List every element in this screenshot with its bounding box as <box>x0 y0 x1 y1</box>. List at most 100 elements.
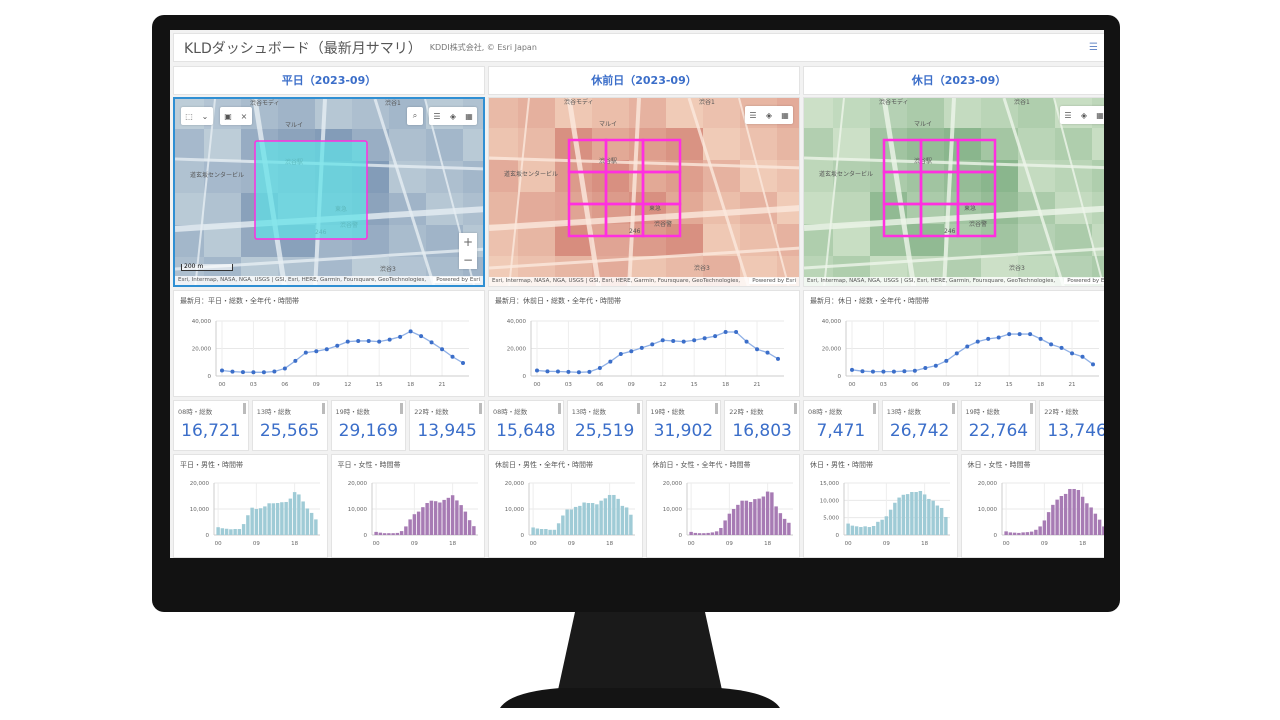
bar <box>756 498 761 535</box>
legend-icon[interactable]: ☰ <box>749 110 757 120</box>
map-view[interactable]: 渋谷モディ渋谷1マルイ渋谷駅東急渋谷3渋谷警道玄坂センタービル246⬚⌄▣×⌕☰… <box>173 97 485 287</box>
map-label: 渋谷3 <box>1009 264 1025 272</box>
map-grid-cell <box>777 224 799 256</box>
scrollbar[interactable] <box>242 403 246 414</box>
page-title: KLDダッシュボード（最新月サマリ） <box>184 40 422 57</box>
select-toolbar: ⬚ ⌄ <box>181 107 213 125</box>
column-0: 平日（2023-09） 渋谷モディ渋谷1マルイ渋谷駅東急渋谷3渋谷警道玄坂センター… <box>173 66 485 558</box>
data-point <box>408 329 413 334</box>
map-label: 渋谷3 <box>694 264 710 272</box>
basemap-icon[interactable]: ▦ <box>781 110 789 120</box>
tab-title[interactable]: 休前日（2023-09） <box>488 66 800 95</box>
map-label: 246 <box>944 228 956 235</box>
chevron-down-icon[interactable]: ⌄ <box>201 111 209 121</box>
bar <box>927 498 931 535</box>
bar <box>1054 499 1059 535</box>
tab-title[interactable]: 休日（2023-09） <box>803 66 1104 95</box>
basemap-icon[interactable]: ▦ <box>1096 110 1104 120</box>
line-chart-panel: 最新月：休前日・総数・全年代・時間帯 0 20,000 40,000 00 03 06 09 1… <box>488 290 800 397</box>
legend-icon[interactable]: ☰ <box>433 111 441 121</box>
data-point <box>881 369 886 374</box>
x-tick-label: 00 <box>215 541 222 547</box>
scrollbar[interactable] <box>400 403 404 414</box>
map-grid-cell <box>833 98 870 128</box>
kpi-label: 13時・総数 <box>256 408 292 416</box>
attribution-text: Esri, Intermap, NASA, NGA, USGS | GSI, E… <box>178 277 427 283</box>
kpi-card: 19時・総数 31,902 <box>645 400 722 451</box>
map-grid-cell <box>1092 128 1104 160</box>
bar <box>752 499 757 535</box>
scrollbar[interactable] <box>557 403 561 414</box>
bar <box>441 499 446 535</box>
bar <box>748 501 752 535</box>
kpi-value: 26,742 <box>889 421 950 441</box>
x-tick-label: 18 <box>606 541 613 547</box>
close-icon[interactable]: × <box>240 111 248 121</box>
bar <box>599 500 603 535</box>
scrollbar[interactable] <box>794 403 797 414</box>
scrollbar[interactable] <box>1030 403 1034 414</box>
layers-icon[interactable]: ◈ <box>765 110 773 120</box>
kpi-value: 29,169 <box>338 421 399 441</box>
data-point <box>933 363 938 368</box>
scrollbar[interactable] <box>872 403 876 414</box>
line-chart: 0 20,000 40,000 00 03 06 09 12 15 18 21 <box>507 319 784 388</box>
bar <box>624 507 629 535</box>
basemap-icon[interactable]: ▦ <box>465 111 473 121</box>
clear-selection-icon[interactable]: ▣ <box>224 111 232 121</box>
map-attribution: Esri, Intermap, NASA, NGA, USGS | GSI, E… <box>804 277 1104 286</box>
kpi-label: 08時・総数 <box>808 408 843 416</box>
data-point <box>986 336 991 341</box>
data-point <box>293 358 298 363</box>
tab-title[interactable]: 平日（2023-09） <box>173 66 485 95</box>
bar <box>395 532 399 535</box>
hamburger-icon[interactable]: ☰ <box>1089 42 1098 53</box>
bar <box>446 497 450 535</box>
zoom-in-button[interactable]: + <box>462 235 474 249</box>
bar <box>765 491 769 535</box>
search-icon[interactable]: ⌕ <box>412 111 418 120</box>
x-tick-label: 12 <box>344 382 351 388</box>
kpi-label: 08時・総数 <box>493 408 528 416</box>
scrollbar[interactable] <box>715 403 719 414</box>
series-line <box>851 333 1094 373</box>
x-tick-label: 00 <box>849 382 856 388</box>
zoom-out-button[interactable]: − <box>462 253 474 267</box>
bar <box>1025 532 1029 535</box>
data-point <box>1017 332 1022 337</box>
bar <box>314 519 318 535</box>
bar <box>739 500 744 535</box>
map-grid-cell <box>489 192 518 224</box>
data-point <box>734 330 739 334</box>
kpi-label: 13時・総数 <box>886 408 922 416</box>
data-point <box>608 359 613 364</box>
select-rect-icon[interactable]: ⬚ <box>185 111 193 121</box>
scrollbar[interactable] <box>636 403 640 414</box>
bar <box>458 505 463 535</box>
map-grid-cell <box>804 128 833 160</box>
scrollbar[interactable] <box>321 403 325 414</box>
bar <box>595 504 599 535</box>
data-point <box>965 344 970 349</box>
layers-icon[interactable]: ◈ <box>1080 110 1088 120</box>
scrollbar[interactable] <box>951 403 955 414</box>
y-tick-label: 0 <box>993 533 997 539</box>
map-grid-cell <box>804 192 833 224</box>
powered-by-esri: Powered by Esri <box>749 278 796 284</box>
map-view[interactable]: 渋谷モディ 渋谷1 マルイ 渋谷駅 東急 渋谷3 渋谷警 道玄坂センタービル 246 ☰ ◈ ▦ Esr… <box>488 97 800 287</box>
legend-icon[interactable]: ☰ <box>1064 110 1072 120</box>
scale-bar: 200 m <box>181 264 233 271</box>
scrollbar[interactable] <box>479 403 482 414</box>
map-label: 道玄坂センタービル <box>819 170 873 178</box>
bar <box>424 503 429 535</box>
map-view[interactable]: 渋谷モディ 渋谷1 マルイ 渋谷駅 東急 渋谷3 渋谷警 道玄坂センタービル 246 ☰ ◈ ▦ Esr… <box>803 97 1104 287</box>
map-road <box>1053 98 1104 286</box>
x-tick-label: 06 <box>281 382 288 388</box>
map-label: 東急 <box>649 204 661 212</box>
kpi-value: 16,803 <box>732 421 792 441</box>
layers-icon[interactable]: ◈ <box>449 111 457 121</box>
data-point <box>251 370 256 375</box>
chart-title: 最新月：平日・総数・全年代・時間帯 <box>180 297 299 305</box>
map-tools: ☰ ◈ ▦ <box>1060 106 1104 124</box>
